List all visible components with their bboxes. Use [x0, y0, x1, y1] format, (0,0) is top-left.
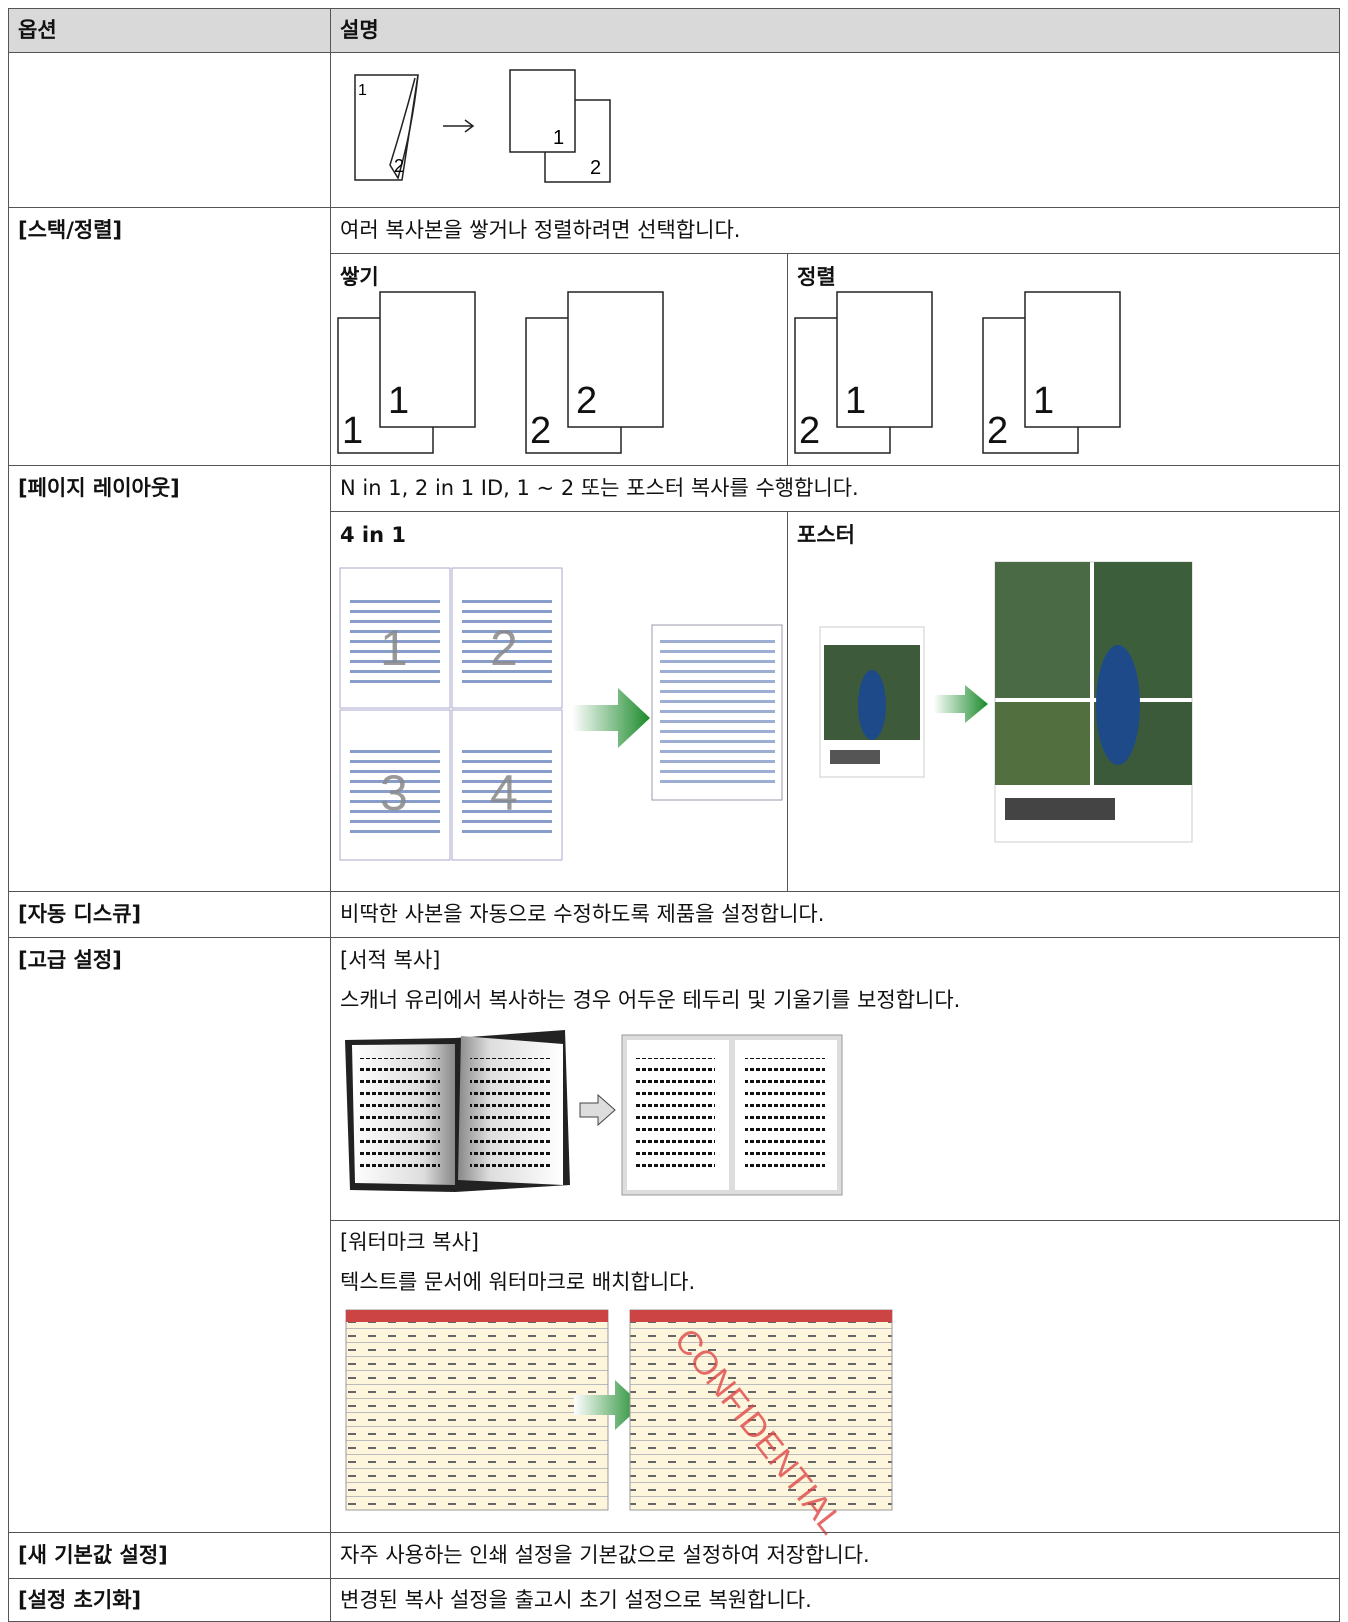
watermark-copy [345, 1309, 893, 1511]
stack-pages [337, 291, 1121, 454]
rule [8, 207, 1340, 208]
rule [330, 1220, 1340, 1221]
rule [787, 253, 788, 465]
page-label: 2 [576, 380, 597, 422]
page-label: 2 [590, 157, 601, 179]
rule [330, 253, 1340, 254]
page-label: 2 [490, 620, 518, 676]
page-label: 1 [380, 620, 408, 676]
section-heading: [서적 복사] [340, 948, 441, 972]
page-label: 1 [358, 82, 367, 99]
description: 여러 복사본을 쌓거나 정렬하려면 선택합니다. [340, 218, 741, 242]
rule [8, 8, 1340, 9]
page-label: 1 [388, 380, 409, 422]
page-label: 4 [490, 765, 518, 821]
page-label: 2 [394, 156, 404, 176]
description: 텍스트를 문서에 워터마크로 배치합니다. [340, 1270, 696, 1294]
rule [8, 1532, 1340, 1533]
description: 스캐너 유리에서 복사하는 경우 어두운 테두리 및 기울기를 보정합니다. [340, 988, 961, 1012]
rule [8, 8, 9, 1622]
panel-title: 4 in 1 [340, 523, 406, 547]
rule [330, 511, 1340, 512]
description: 자주 사용하는 인쇄 설정을 기본값으로 설정하여 저장합니다. [340, 1543, 870, 1567]
page-label: 1 [553, 127, 564, 149]
option: [스택/정렬] [18, 218, 123, 242]
page-label: 1 [342, 410, 363, 452]
panel-title: 정렬 [797, 265, 836, 289]
rule [8, 891, 1340, 892]
rule [787, 511, 788, 891]
description: N in 1, 2 in 1 ID, 1 ~ 2 또는 포스터 복사를 수행합니… [340, 476, 859, 500]
rule [330, 8, 331, 1622]
option: [자동 디스큐] [18, 902, 142, 926]
section-heading: [워터마크 복사] [340, 1230, 479, 1254]
page-label: 1 [1033, 380, 1054, 422]
rule [8, 937, 1340, 938]
option: [설정 초기화] [18, 1588, 142, 1612]
panel-title: 쌓기 [340, 265, 379, 289]
page-label: 1 [845, 380, 866, 422]
four-in-one [339, 567, 783, 861]
column-header: 옵션 [18, 18, 57, 42]
rule [8, 1578, 1340, 1579]
book-copy [345, 1030, 843, 1196]
column-header: 설명 [340, 18, 379, 42]
page-label: 3 [380, 765, 408, 821]
option: [새 기본값 설정] [18, 1543, 168, 1567]
poster [819, 561, 1193, 843]
page-label: 2 [530, 410, 551, 452]
rule [8, 52, 1340, 53]
description: 변경된 복사 설정을 출고시 초기 설정으로 복원합니다. [340, 1588, 812, 1612]
panel-title: 포스터 [797, 523, 855, 547]
description: 비딱한 사본을 자동으로 수정하도록 제품을 설정합니다. [340, 902, 825, 926]
rule [1339, 8, 1340, 1622]
header-bg [8, 8, 1340, 52]
duplex-diagram [354, 69, 611, 183]
page-label: 2 [987, 410, 1008, 452]
page-label: 2 [799, 410, 820, 452]
option: [고급 설정] [18, 948, 122, 972]
rule [8, 465, 1340, 466]
option: [페이지 레이아웃] [18, 476, 180, 500]
